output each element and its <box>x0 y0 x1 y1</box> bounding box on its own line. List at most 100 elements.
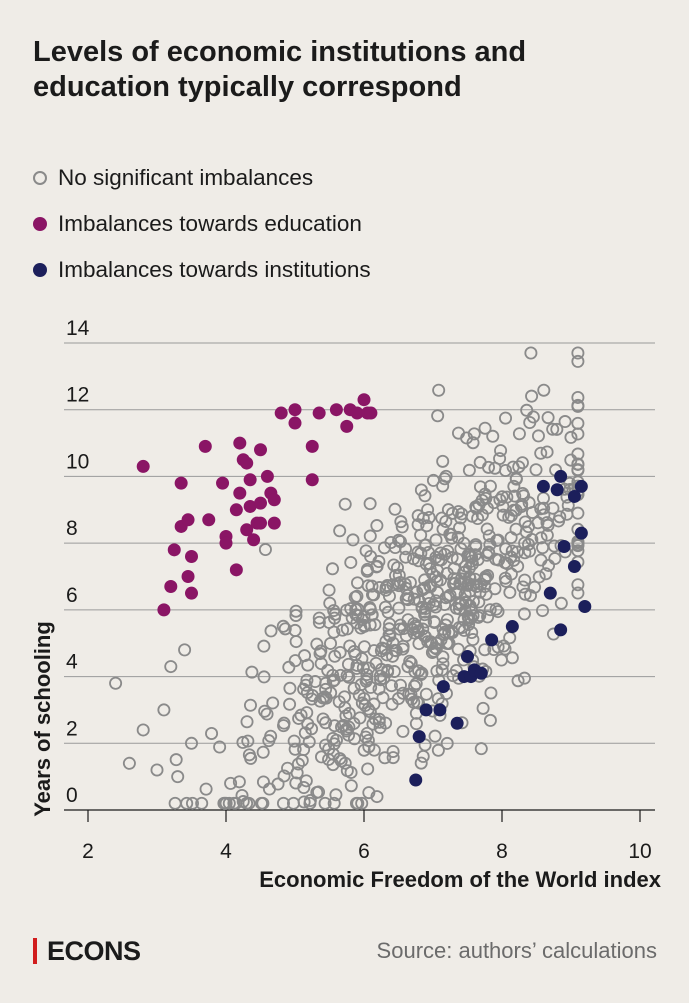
scatter-point-education <box>181 513 195 527</box>
scatter-point-neutral <box>419 687 433 701</box>
scatter-point-neutral <box>326 758 340 772</box>
scatter-point-neutral <box>473 455 487 469</box>
x-tick-label: 6 <box>358 840 370 863</box>
scatter-point-neutral <box>373 721 387 735</box>
scatter-point-neutral <box>457 613 471 627</box>
scatter-point-neutral <box>518 587 532 601</box>
scatter-point-neutral <box>439 618 453 632</box>
scatter-point-neutral <box>418 489 432 503</box>
scatter-point-neutral <box>394 515 408 529</box>
scatter-point-education <box>254 516 267 530</box>
scatter-point-education <box>181 570 195 583</box>
x-tick-label: 2 <box>82 840 94 863</box>
scatter-point-neutral <box>245 665 259 679</box>
scatter-point-neutral <box>291 757 305 771</box>
scatter-point-neutral <box>283 681 297 695</box>
scatter-point-neutral <box>260 707 274 721</box>
scatter-point-neutral <box>224 776 238 790</box>
legend-item-education: Imbalances towards education <box>33 201 371 247</box>
scatter-point-neutral <box>387 665 401 679</box>
scatter-point-neutral <box>571 578 585 592</box>
scatter-point-neutral <box>504 509 518 523</box>
scatter-point-neutral <box>326 731 340 745</box>
scatter-point-institutions <box>574 526 588 540</box>
scatter-point-neutral <box>288 742 302 756</box>
scatter-point-institutions <box>554 469 568 483</box>
scatter-point-education <box>305 439 319 453</box>
scatter-point-neutral <box>507 479 521 493</box>
scatter-point-neutral <box>359 674 373 688</box>
y-tick-label: 0 <box>66 784 78 807</box>
scatter-point-neutral <box>401 660 415 674</box>
scatter-point-neutral <box>342 670 356 684</box>
scatter-point-neutral <box>481 610 495 624</box>
scatter-point-neutral <box>508 489 522 503</box>
scatter-point-neutral <box>314 657 328 671</box>
scatter-point-neutral <box>480 501 494 515</box>
scatter-point-neutral <box>480 522 494 536</box>
scatter-point-neutral <box>213 740 227 754</box>
scatter-point-institutions <box>557 539 571 553</box>
scatter-point-neutral <box>425 646 439 660</box>
scatter-point-neutral <box>355 796 369 810</box>
scatter-point-education <box>157 603 171 617</box>
scatter-point-neutral <box>473 609 487 623</box>
series-no-imbalances <box>109 346 585 810</box>
scatter-point-neutral <box>278 622 292 636</box>
scatter-point-neutral <box>288 654 302 668</box>
scatter-point-neutral <box>531 429 545 443</box>
scatter-point-neutral <box>327 796 341 810</box>
scatter-point-neutral <box>217 796 231 810</box>
scatter-point-neutral <box>333 645 347 659</box>
scatter-point-neutral <box>287 734 301 748</box>
scatter-point-neutral <box>313 647 327 661</box>
scatter-point-neutral <box>414 668 428 682</box>
scatter-point-neutral <box>435 511 449 525</box>
scatter-point-neutral <box>405 692 419 706</box>
scatter-point-education <box>185 549 198 563</box>
x-tick-label: 4 <box>220 840 232 863</box>
scatter-point-neutral <box>282 660 296 674</box>
scatter-point-neutral <box>354 621 368 635</box>
scatter-point-institutions <box>574 479 588 493</box>
scatter-point-neutral <box>404 656 418 670</box>
scatter-point-neutral <box>184 736 198 750</box>
scatter-point-neutral <box>348 590 362 604</box>
scatter-point-neutral <box>276 619 290 633</box>
scatter-point-neutral <box>136 723 150 737</box>
x-tick-label: 8 <box>496 840 508 863</box>
scatter-point-neutral <box>422 510 436 524</box>
scatter-point-neutral <box>427 644 441 658</box>
scatter-point-neutral <box>474 742 488 756</box>
scatter-point-neutral <box>491 533 505 547</box>
scatter-point-neutral <box>438 472 452 486</box>
scatter-point-education <box>229 503 243 517</box>
scatter-point-neutral <box>408 679 422 693</box>
scatter-point-neutral <box>344 779 358 793</box>
scatter-point-neutral <box>386 751 400 765</box>
scatter-point-neutral <box>451 642 465 656</box>
scatter-point-education <box>229 563 243 577</box>
scatter-point-neutral <box>399 550 413 564</box>
scatter-point-neutral <box>323 596 337 610</box>
scatter-point-neutral <box>393 678 407 692</box>
brand-logo: ECONS <box>33 936 141 966</box>
scatter-point-neutral <box>403 654 417 668</box>
scatter-point-neutral <box>283 697 297 711</box>
scatter-point-neutral <box>289 604 303 618</box>
scatter-point-neutral <box>199 782 213 796</box>
scatter-point-education <box>312 406 326 420</box>
y-axis-label: Years of schooling <box>30 621 55 817</box>
scatter-point-neutral <box>449 586 463 600</box>
scatter-point-neutral <box>387 558 401 572</box>
scatter-point-neutral <box>326 674 340 688</box>
scatter-point-neutral <box>482 546 496 560</box>
scatter-point-neutral <box>541 411 555 425</box>
scatter-point-neutral <box>571 427 585 441</box>
scatter-point-neutral <box>483 713 497 727</box>
scatter-point-neutral <box>564 453 578 467</box>
scatter-point-neutral <box>451 505 465 519</box>
scatter-point-neutral <box>571 346 585 360</box>
scatter-point-neutral <box>478 643 492 657</box>
scatter-point-neutral <box>515 456 529 470</box>
